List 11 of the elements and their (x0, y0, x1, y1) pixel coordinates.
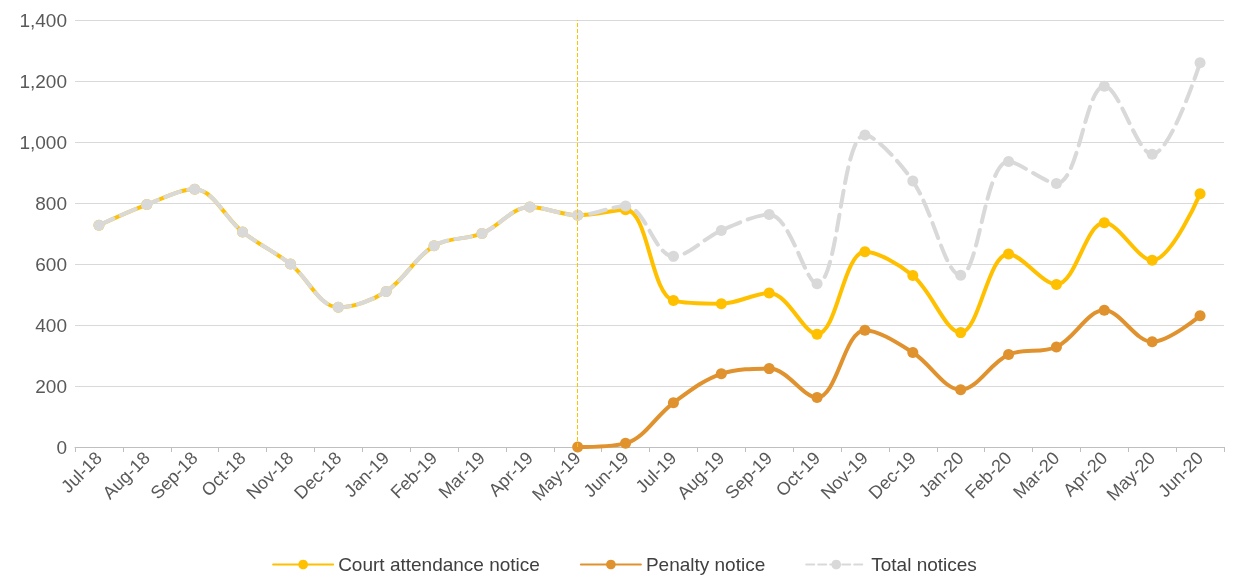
y-tick-label: 1,000 (19, 131, 67, 153)
y-tick-label: 600 (35, 253, 67, 275)
y-tick-label: 800 (35, 192, 67, 214)
legend-label: Penalty notice (645, 554, 766, 575)
y-tick-label: 400 (35, 314, 67, 336)
legend-label: Total notices (871, 554, 977, 575)
legend-label: Court attendance notice (338, 554, 540, 575)
y-tick-label: 1,400 (19, 9, 67, 31)
y-tick-label: 200 (35, 375, 67, 397)
y-tick-label: 0 (56, 436, 67, 458)
y-tick-label: 1,200 (19, 70, 67, 92)
